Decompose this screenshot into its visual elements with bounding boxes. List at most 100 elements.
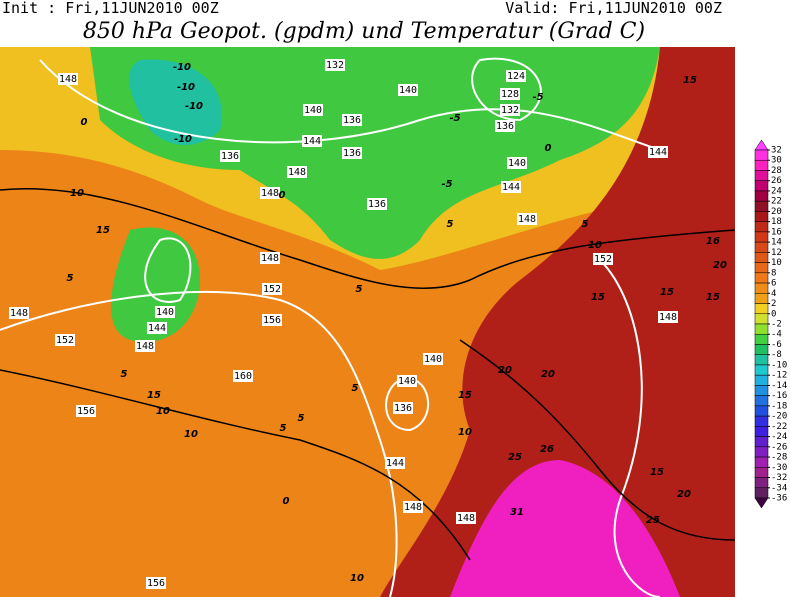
temperature-label: 5: [582, 219, 589, 230]
label-box: [303, 104, 323, 116]
colorbar-label: -8: [771, 350, 782, 360]
temperature-label: 20: [541, 369, 555, 380]
colorbar: 32302826242220181614121086420-2-4-6-8-10…: [754, 139, 787, 509]
geopotential-label: 152: [594, 254, 612, 265]
label-box: [367, 198, 387, 210]
colorbar-segment: [754, 426, 769, 437]
geopotential-label: 144: [303, 136, 321, 147]
colorbar-segment: [754, 282, 769, 294]
geopotential-label: 128: [501, 89, 519, 100]
colorbar-label: 20: [771, 207, 782, 217]
colorbar-segment: [754, 200, 769, 212]
geopotential-label: 136: [394, 403, 412, 414]
label-box: [403, 501, 423, 513]
temperature-label: 5: [447, 219, 454, 230]
geopotential-label: 152: [56, 335, 74, 346]
colorbar-segment: [754, 303, 769, 315]
geopotential-label: 132: [501, 105, 519, 116]
colorbar-label: -34: [771, 483, 787, 493]
colorbar-segment: [754, 231, 769, 243]
temperature-label: -10: [177, 82, 195, 93]
label-box: [147, 322, 167, 334]
label-box: [9, 307, 29, 319]
label-box: [593, 253, 613, 265]
geopotential-label: 148: [518, 214, 536, 225]
colorbar-segment: [754, 446, 769, 458]
geopotential-label: 148: [10, 308, 28, 319]
label-box: [648, 146, 668, 158]
label-box: [260, 252, 280, 264]
geopotential-label: 140: [399, 85, 417, 96]
colorbar-label: -24: [771, 432, 787, 442]
label-box: [517, 213, 537, 225]
temperature-label: 15: [683, 75, 697, 86]
label-box: [456, 512, 476, 524]
geopotential-contour: [471, 57, 542, 122]
colorbar-segment: [754, 221, 769, 233]
colorbar-label: 10: [771, 258, 782, 268]
colorbar-segment: [754, 487, 769, 499]
temperature-label: -5: [532, 92, 543, 103]
colorbar-segment: [754, 477, 769, 489]
colorbar-label: -28: [771, 453, 787, 463]
label-box: [260, 187, 280, 199]
label-box: [155, 306, 175, 318]
label-box: [393, 402, 413, 414]
label-box: [658, 311, 678, 323]
geopotential-label: 148: [404, 502, 422, 513]
geopotential-label: 156: [147, 578, 165, 589]
colorbar-segment: [754, 190, 769, 202]
colorbar-label: -20: [771, 412, 787, 422]
geopotential-label: 140: [508, 158, 526, 169]
temperature-label: 15: [650, 467, 664, 478]
colorbar-label: 32: [771, 146, 782, 156]
colorbar-segment: [754, 374, 769, 386]
temperature-label: 25: [646, 515, 660, 526]
colorbar-segment: [754, 395, 769, 407]
geopotential-contour: [144, 237, 192, 303]
colorbar-label: 6: [771, 279, 776, 289]
geopotential-label: 152: [263, 284, 281, 295]
colorbar-segment: [754, 272, 769, 284]
temperature-label: 10: [458, 427, 472, 438]
colorbar-label: 2: [771, 299, 776, 309]
colorbar-label: -26: [771, 442, 787, 452]
very-hot-field: [450, 460, 680, 597]
temperature-label: 10: [588, 240, 602, 251]
label-box: [342, 114, 362, 126]
geopotential-label: 132: [326, 60, 344, 71]
colorbar-label: -16: [771, 391, 787, 401]
geopotential-contour: [385, 377, 429, 432]
temperature-label: -10: [174, 134, 192, 145]
colorbar-label: 18: [771, 217, 782, 227]
label-box: [262, 283, 282, 295]
colorbar-segment: [754, 211, 769, 222]
temperature-label: 10: [156, 406, 170, 417]
temperature-label: 15: [147, 390, 161, 401]
label-box: [495, 120, 515, 132]
temperature-label: 20: [713, 260, 727, 271]
temperature-label: 5: [67, 273, 74, 284]
colorbar-segment: [754, 293, 769, 304]
label-box: [342, 147, 362, 159]
colorbar-cap: [754, 139, 769, 151]
hot-field: [380, 47, 735, 597]
colorbar-label: -14: [771, 381, 787, 391]
colorbar-label: -36: [771, 494, 787, 504]
temperature-label: 26: [540, 444, 554, 455]
colorbar-label: 0: [771, 309, 776, 319]
temperature-label: 15: [458, 390, 472, 401]
colorbar-segment: [754, 456, 769, 468]
colorbar-segment: [754, 354, 769, 366]
label-box: [220, 150, 240, 162]
label-box: [506, 70, 526, 82]
temperature-label: 10: [184, 429, 198, 440]
colorbar-label: 16: [771, 227, 782, 237]
colorbar-segment: [754, 180, 769, 192]
geopotential-label: 148: [136, 341, 154, 352]
colorbar-label: 28: [771, 166, 782, 176]
geopotential-label: 144: [649, 147, 667, 158]
temperature-contour: [0, 188, 736, 290]
